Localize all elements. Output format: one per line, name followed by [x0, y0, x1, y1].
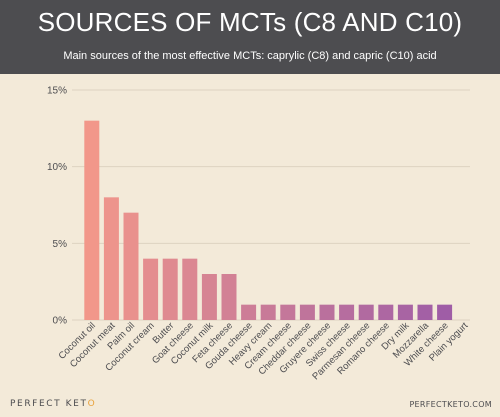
- bar: [437, 304, 453, 320]
- chart-title: SOURCES OF MCTs (C8 AND C10): [37, 7, 463, 37]
- bar: [201, 274, 217, 320]
- bar: [103, 197, 119, 320]
- bar: [221, 274, 237, 320]
- bar: [280, 304, 296, 320]
- y-tick-label: 15%: [47, 86, 67, 97]
- chart-subtitle: Main sources of the most effective MCTs:…: [63, 50, 437, 62]
- brand-logo: PERFECT KETO: [10, 399, 96, 409]
- y-tick-label: 10%: [47, 162, 67, 173]
- y-tick-label: 5%: [53, 239, 68, 250]
- bar: [84, 120, 100, 320]
- bar: [378, 304, 394, 320]
- footer: PERFECT KETO PERFECTKETO.COM: [0, 393, 500, 417]
- brand-accent: O: [87, 399, 97, 409]
- y-tick-label: 0%: [53, 316, 68, 327]
- brand-name: PERFECT KET: [10, 399, 88, 409]
- bar: [299, 304, 315, 320]
- bar: [319, 304, 335, 320]
- bar: [339, 304, 355, 320]
- bar: [162, 258, 178, 320]
- header-banner: SOURCES OF MCTs (C8 AND C10) Main source…: [0, 0, 500, 74]
- bar: [143, 258, 159, 320]
- bar: [260, 304, 276, 320]
- website-url: PERFECTKETO.COM: [409, 400, 492, 409]
- bar: [397, 304, 413, 320]
- bar: [358, 304, 374, 320]
- bar: [123, 212, 139, 320]
- bar: [182, 258, 198, 320]
- bar: [417, 304, 433, 320]
- bar: [241, 304, 257, 320]
